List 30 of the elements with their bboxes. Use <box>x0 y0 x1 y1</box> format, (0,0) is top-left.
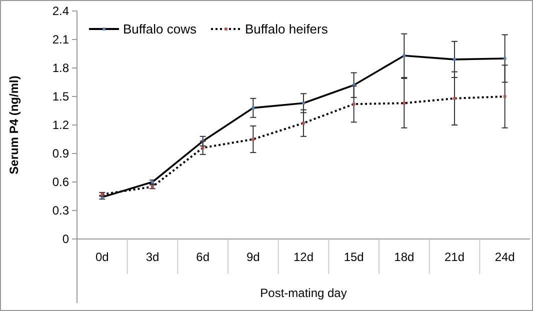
x-tick-label: 24d <box>494 250 515 264</box>
point <box>302 102 305 105</box>
point <box>453 58 456 61</box>
y-tick-label: 1.8 <box>52 61 70 76</box>
point <box>503 57 506 60</box>
x-tick-label: 12d <box>293 250 314 264</box>
y-tick-label: 0.9 <box>52 146 70 161</box>
y-tick-label: 2.1 <box>52 32 70 47</box>
y-tick-label: 1.5 <box>52 90 70 104</box>
point <box>252 106 255 110</box>
x-tick-label: 0d <box>95 250 109 264</box>
y-tick-label: 0.6 <box>52 175 70 190</box>
x-tick-label: 15d <box>344 250 364 264</box>
x-tick-label: 6d <box>196 250 210 264</box>
x-tick-label: 21d <box>444 250 465 264</box>
legend-label: Buffalo cows <box>123 22 197 37</box>
y-tick-label: 1.2 <box>52 118 70 132</box>
point <box>302 122 305 124</box>
y-tick-label: 2.4 <box>52 4 70 18</box>
point <box>453 97 456 100</box>
point <box>352 102 356 106</box>
y-axis-title: Serum P4 (ng/ml) <box>7 76 21 174</box>
y-tick-label: 0 <box>62 232 70 246</box>
point <box>503 95 506 98</box>
y-tick-label: 0.3 <box>52 204 70 218</box>
x-tick-label: 3d <box>146 250 160 264</box>
x-axis-title: Post-mating day <box>260 286 347 300</box>
legend-label: Buffalo heifers <box>245 22 328 37</box>
x-tick-label: 18d <box>394 250 414 264</box>
x-tick-label: 9d <box>246 250 260 264</box>
